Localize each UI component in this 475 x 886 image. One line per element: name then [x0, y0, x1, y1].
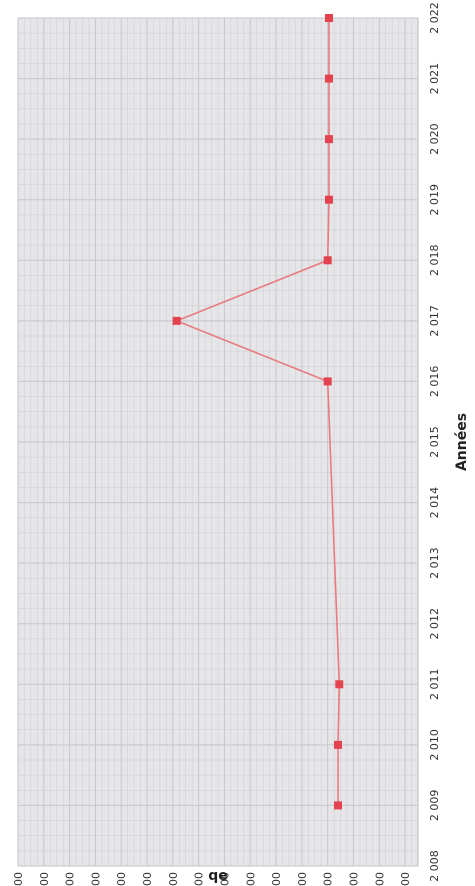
- y-axis-ticks: 19 000 18 000 17 000 16 000 15 000 14 000 13 0…: [12, 872, 412, 886]
- y-tick-label: 11 000: [218, 872, 231, 886]
- y-tick-label: 5 000: [373, 872, 386, 886]
- x-tick-label: 2 009: [428, 790, 441, 822]
- data-points: [172, 14, 344, 810]
- y-tick-label: 15 000: [115, 872, 128, 886]
- y-tick-label: 7 000: [322, 872, 335, 886]
- x-tick-label: 2 010: [428, 729, 441, 761]
- data-point: [323, 256, 332, 265]
- y-tick-label: 9 000: [270, 872, 283, 886]
- x-tick-label: 2 008: [428, 850, 441, 882]
- grid-lines: [17, 17, 418, 867]
- y-tick-label: 14 000: [141, 872, 154, 886]
- data-point: [334, 740, 342, 749]
- y-tick-label: 12 000: [193, 872, 206, 886]
- data-point: [323, 377, 332, 386]
- y-tick-label: 6 000: [347, 872, 360, 886]
- y-tick-label: 13 000: [167, 872, 180, 886]
- data-point: [324, 195, 333, 204]
- y-axis-label: qe: [208, 868, 228, 884]
- x-tick-label: 2 018: [428, 245, 441, 277]
- data-point: [334, 801, 342, 810]
- y-tick-label: 10 000: [244, 872, 257, 886]
- x-tick-label: 2 011: [428, 669, 441, 701]
- y-tick-label: 8 000: [296, 872, 309, 886]
- x-axis-label: Années: [454, 413, 470, 471]
- data-point: [324, 14, 333, 22]
- y-tick-label: 19 000: [12, 872, 25, 886]
- x-tick-label: 2 015: [428, 426, 441, 458]
- y-tick-label: 18 000: [38, 872, 51, 886]
- y-tick-label: 16 000: [89, 872, 102, 886]
- x-tick-label: 2 013: [428, 547, 441, 579]
- data-point: [335, 680, 344, 689]
- y-tick-label: 4 000: [399, 872, 412, 886]
- x-tick-label: 2 021: [428, 63, 441, 95]
- x-tick-label: 2 020: [428, 123, 441, 155]
- data-point: [324, 135, 333, 144]
- x-tick-label: 2 012: [428, 608, 441, 640]
- x-tick-label: 2 016: [428, 366, 441, 398]
- x-axis-ticks: 2 008 2 009 2 010 2 011 2 012 2 013 2 014 2 015…: [428, 2, 441, 882]
- x-tick-label: 2 014: [428, 487, 441, 518]
- data-point: [172, 316, 181, 325]
- data-point: [324, 74, 333, 83]
- x-tick-label: 2 022: [428, 2, 441, 34]
- x-tick-label: 2 017: [428, 305, 441, 337]
- series-line: [174, 18, 341, 806]
- x-tick-label: 2 019: [428, 184, 441, 216]
- y-tick-label: 17 000: [64, 872, 77, 886]
